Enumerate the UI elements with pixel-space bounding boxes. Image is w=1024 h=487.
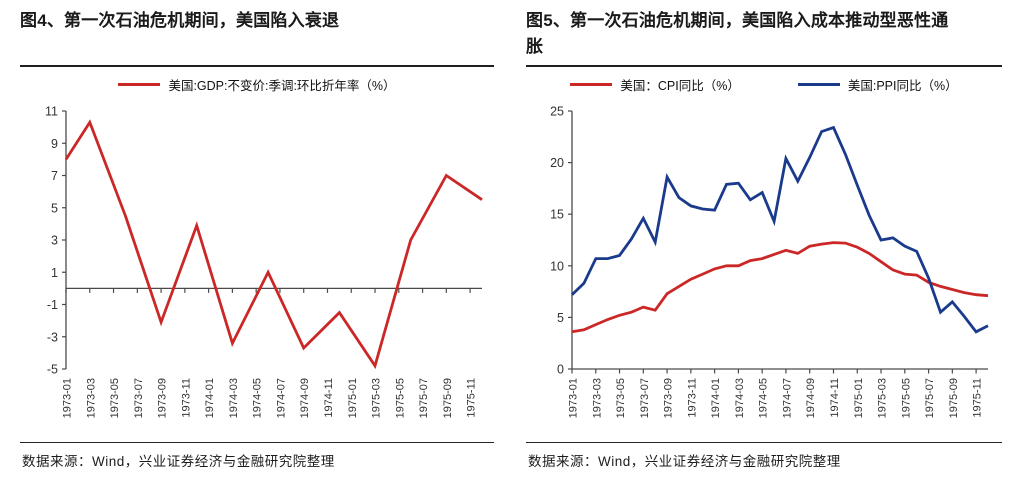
x-tick-label: 1975-11 bbox=[972, 378, 984, 418]
x-tick-label: 1974-03 bbox=[734, 378, 746, 418]
x-axis: 1973-01 1973-03 1973-05 1973-07 1973-09 1973-… bbox=[568, 368, 988, 418]
y-tick-label: 9 bbox=[51, 137, 58, 151]
x-tick-label: 1974-07 bbox=[275, 378, 287, 418]
y-axis: 11 9 7 5 3 1 -1 -3 -5 bbox=[45, 105, 67, 377]
y-tick-label: -5 bbox=[47, 363, 58, 377]
cpi-line bbox=[571, 241, 989, 334]
gdp-legend-swatch bbox=[118, 82, 161, 86]
x-tick-label: 1973-03 bbox=[85, 378, 97, 418]
y-tick-label: 0 bbox=[557, 363, 564, 377]
y-tick-label: 25 bbox=[550, 105, 564, 119]
y-tick-label: 1 bbox=[51, 266, 58, 280]
x-tick-label: 1974-01 bbox=[710, 378, 722, 418]
x-tick-label: 1973-05 bbox=[109, 378, 121, 418]
y-tick-label: 11 bbox=[45, 105, 58, 119]
x-tick-label: 1975-09 bbox=[948, 378, 960, 418]
x-tick-label: 1974-07 bbox=[781, 378, 793, 418]
figure-5-title-rule bbox=[526, 65, 1002, 67]
x-tick-label: 1973-01 bbox=[568, 378, 580, 418]
x-tick-label: 1973-11 bbox=[686, 378, 698, 418]
gdp-line bbox=[64, 119, 483, 370]
x-tick-label: 1974-03 bbox=[228, 378, 240, 418]
y-tick-label: 5 bbox=[51, 201, 58, 215]
gdp-legend-label: 美国:GDP:不变价:季调:环比折年率（%） bbox=[168, 78, 396, 93]
y-tick-label: -3 bbox=[47, 330, 58, 344]
x-tick-label: 1975-01 bbox=[853, 378, 865, 418]
x-tick-label: 1973-01 bbox=[62, 378, 74, 418]
figure-5-title: 图5、第一次石油危机期间，美国陷入成本推动型恶性通胀 bbox=[526, 11, 949, 56]
x-tick-label: 1973-09 bbox=[663, 378, 675, 418]
ppi-line bbox=[571, 125, 989, 334]
x-tick-label: 1974-11 bbox=[323, 378, 335, 418]
figure-4-title-rule bbox=[20, 65, 494, 67]
x-tick-label: 1975-01 bbox=[347, 378, 359, 418]
figure-4-panel: 图4、第一次石油危机期间，美国陷入衰退 美国:GDP:不变价:季调:环比折年率（… bbox=[0, 0, 512, 470]
x-tick-label: 1975-07 bbox=[924, 378, 936, 418]
x-tick-label: 1975-07 bbox=[418, 378, 430, 418]
figure-4-legend: 美国:GDP:不变价:季调:环比折年率（%） bbox=[20, 71, 494, 97]
x-tick-label: 1973-07 bbox=[133, 378, 145, 418]
y-tick-label: 20 bbox=[550, 156, 564, 170]
y-tick-label: 15 bbox=[550, 208, 564, 222]
x-tick-label: 1974-09 bbox=[805, 378, 817, 418]
y-tick-label: 5 bbox=[557, 311, 564, 325]
ppi-legend-label: 美国:PPI同比（%） bbox=[847, 78, 958, 93]
figure-5-panel: 图5、第一次石油危机期间，美国陷入成本推动型恶性通胀 美国：CPI同比（%） 美… bbox=[512, 0, 1024, 470]
gdp-legend-item: 美国:GDP:不变价:季调:环比折年率（%） bbox=[118, 75, 396, 94]
figure-4-source-rule bbox=[20, 442, 494, 443]
figure-5-source-rule bbox=[526, 442, 1002, 443]
ppi-legend-swatch bbox=[797, 82, 840, 86]
x-tick-label: 1974-11 bbox=[829, 378, 841, 418]
x-axis: 1973-01 1973-03 1973-05 1973-07 1973-09 1973-… bbox=[62, 287, 482, 418]
x-tick-label: 1975-03 bbox=[371, 378, 383, 418]
x-tick-label: 1974-01 bbox=[204, 378, 216, 418]
figure-4-title: 图4、第一次石油危机期间，美国陷入衰退 bbox=[20, 11, 340, 30]
x-tick-label: 1974-05 bbox=[252, 378, 264, 418]
x-tick-label: 1975-11 bbox=[466, 378, 478, 418]
x-tick-label: 1974-05 bbox=[758, 378, 770, 418]
x-tick-label: 1975-09 bbox=[442, 378, 454, 418]
y-tick-label: 7 bbox=[51, 169, 58, 183]
x-tick-label: 1973-09 bbox=[157, 378, 169, 418]
cpi-legend-label: 美国：CPI同比（%） bbox=[620, 78, 740, 93]
x-tick-label: 1973-05 bbox=[615, 378, 627, 418]
figure-5-legend: 美国：CPI同比（%） 美国:PPI同比（%） bbox=[526, 71, 1002, 97]
y-tick-label: -1 bbox=[47, 298, 58, 312]
x-tick-label: 1973-07 bbox=[639, 378, 651, 418]
y-tick-label: 3 bbox=[51, 234, 58, 248]
ppi-legend-item: 美国:PPI同比（%） bbox=[797, 75, 958, 94]
x-tick-label: 1974-09 bbox=[299, 378, 311, 418]
x-tick-label: 1975-03 bbox=[877, 378, 889, 418]
cpi-legend-item: 美国：CPI同比（%） bbox=[570, 75, 740, 94]
x-tick-label: 1975-05 bbox=[900, 378, 912, 418]
figure-5-source: 数据来源：Wind，兴业证券经济与金融研究院整理 bbox=[528, 454, 841, 469]
y-axis: 25 20 15 10 5 0 bbox=[550, 105, 573, 377]
report-figures-page: 图4、第一次石油危机期间，美国陷入衰退 美国:GDP:不变价:季调:环比折年率（… bbox=[0, 0, 1024, 470]
cpi-legend-swatch bbox=[570, 82, 613, 86]
y-tick-label: 10 bbox=[550, 259, 564, 273]
x-tick-label: 1973-03 bbox=[591, 378, 603, 418]
x-tick-label: 1973-11 bbox=[180, 378, 192, 418]
x-tick-label: 1975-05 bbox=[394, 378, 406, 418]
figure-4-source: 数据来源：Wind，兴业证券经济与金融研究院整理 bbox=[22, 454, 335, 469]
